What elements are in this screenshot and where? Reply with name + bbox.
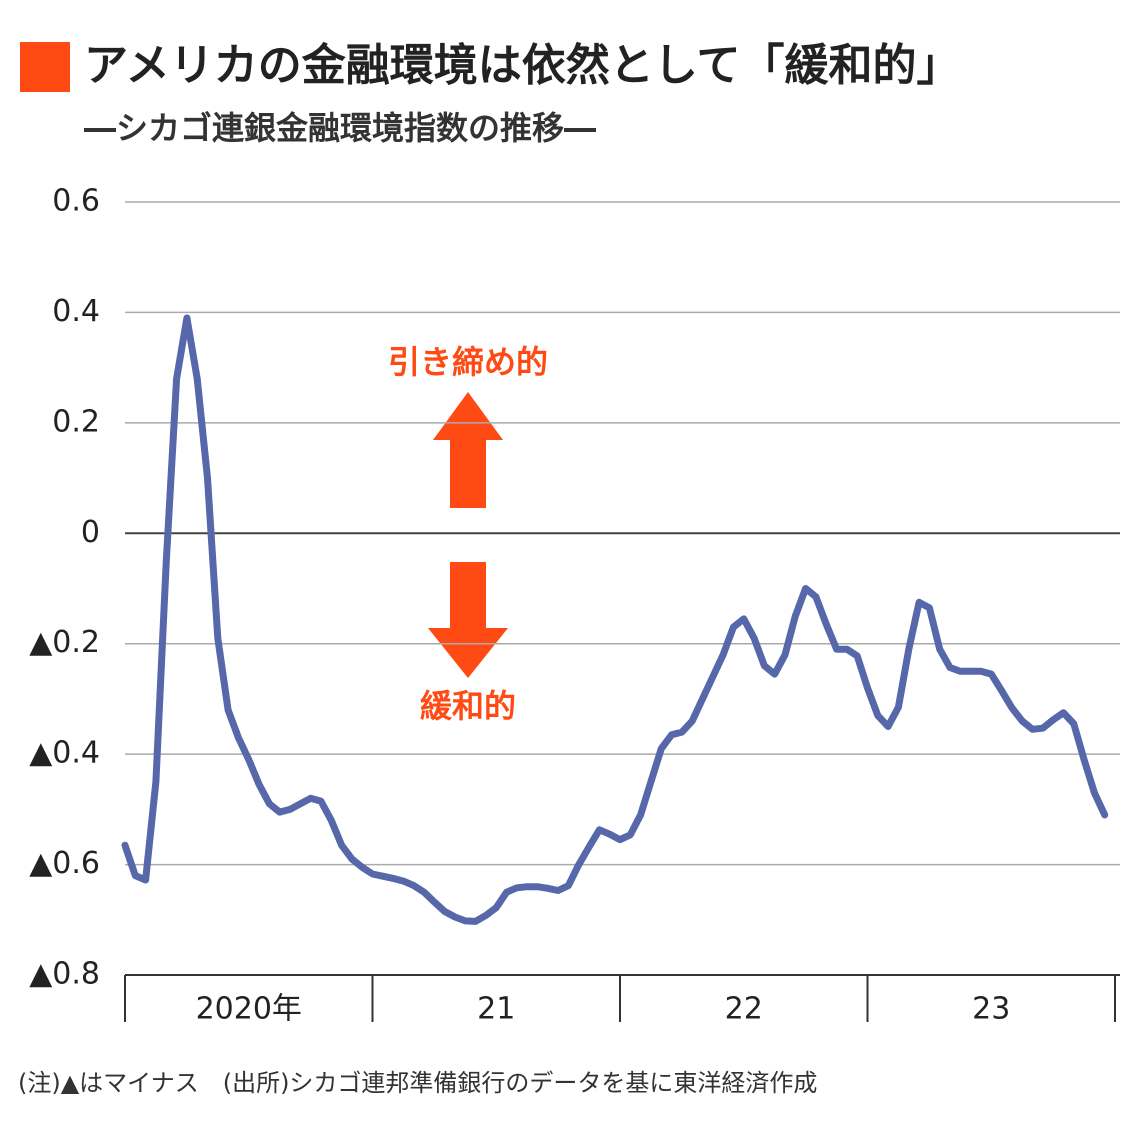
annotation: 緩和的 (420, 687, 516, 725)
down-arrow (428, 562, 508, 678)
line (121, 314, 1109, 925)
annotation: 引き締め的 (388, 343, 548, 381)
y-tick-label: 0.6 (52, 184, 100, 219)
footnote: (注)▲はマイナス (出所)シカゴ連邦準備銀行のデータを基に東洋経済作成 (18, 1069, 817, 1097)
y-tick-label: ▲0.8 (29, 957, 100, 992)
x-tick-label: 2020年 (196, 992, 302, 1027)
x-tick-label: 22 (725, 992, 763, 1027)
y-tick-label: ▲0.6 (29, 846, 100, 881)
y-tick-label: 0 (81, 515, 100, 550)
y-tick-label: ▲0.4 (29, 736, 100, 771)
chart-title: アメリカの金融環境は依然として「緩和的」 (84, 40, 960, 91)
up-arrow (433, 392, 503, 508)
y-tick-label: 0.2 (52, 404, 100, 439)
x-tick-label: 21 (477, 992, 515, 1027)
y-tick-label: ▲0.2 (29, 625, 100, 660)
y-tick-label: 0.4 (52, 294, 100, 329)
title-marker (20, 42, 70, 92)
x-tick-label: 23 (972, 992, 1010, 1027)
chart-subtitle: ―シカゴ連銀金融環境指数の推移― (84, 109, 596, 147)
